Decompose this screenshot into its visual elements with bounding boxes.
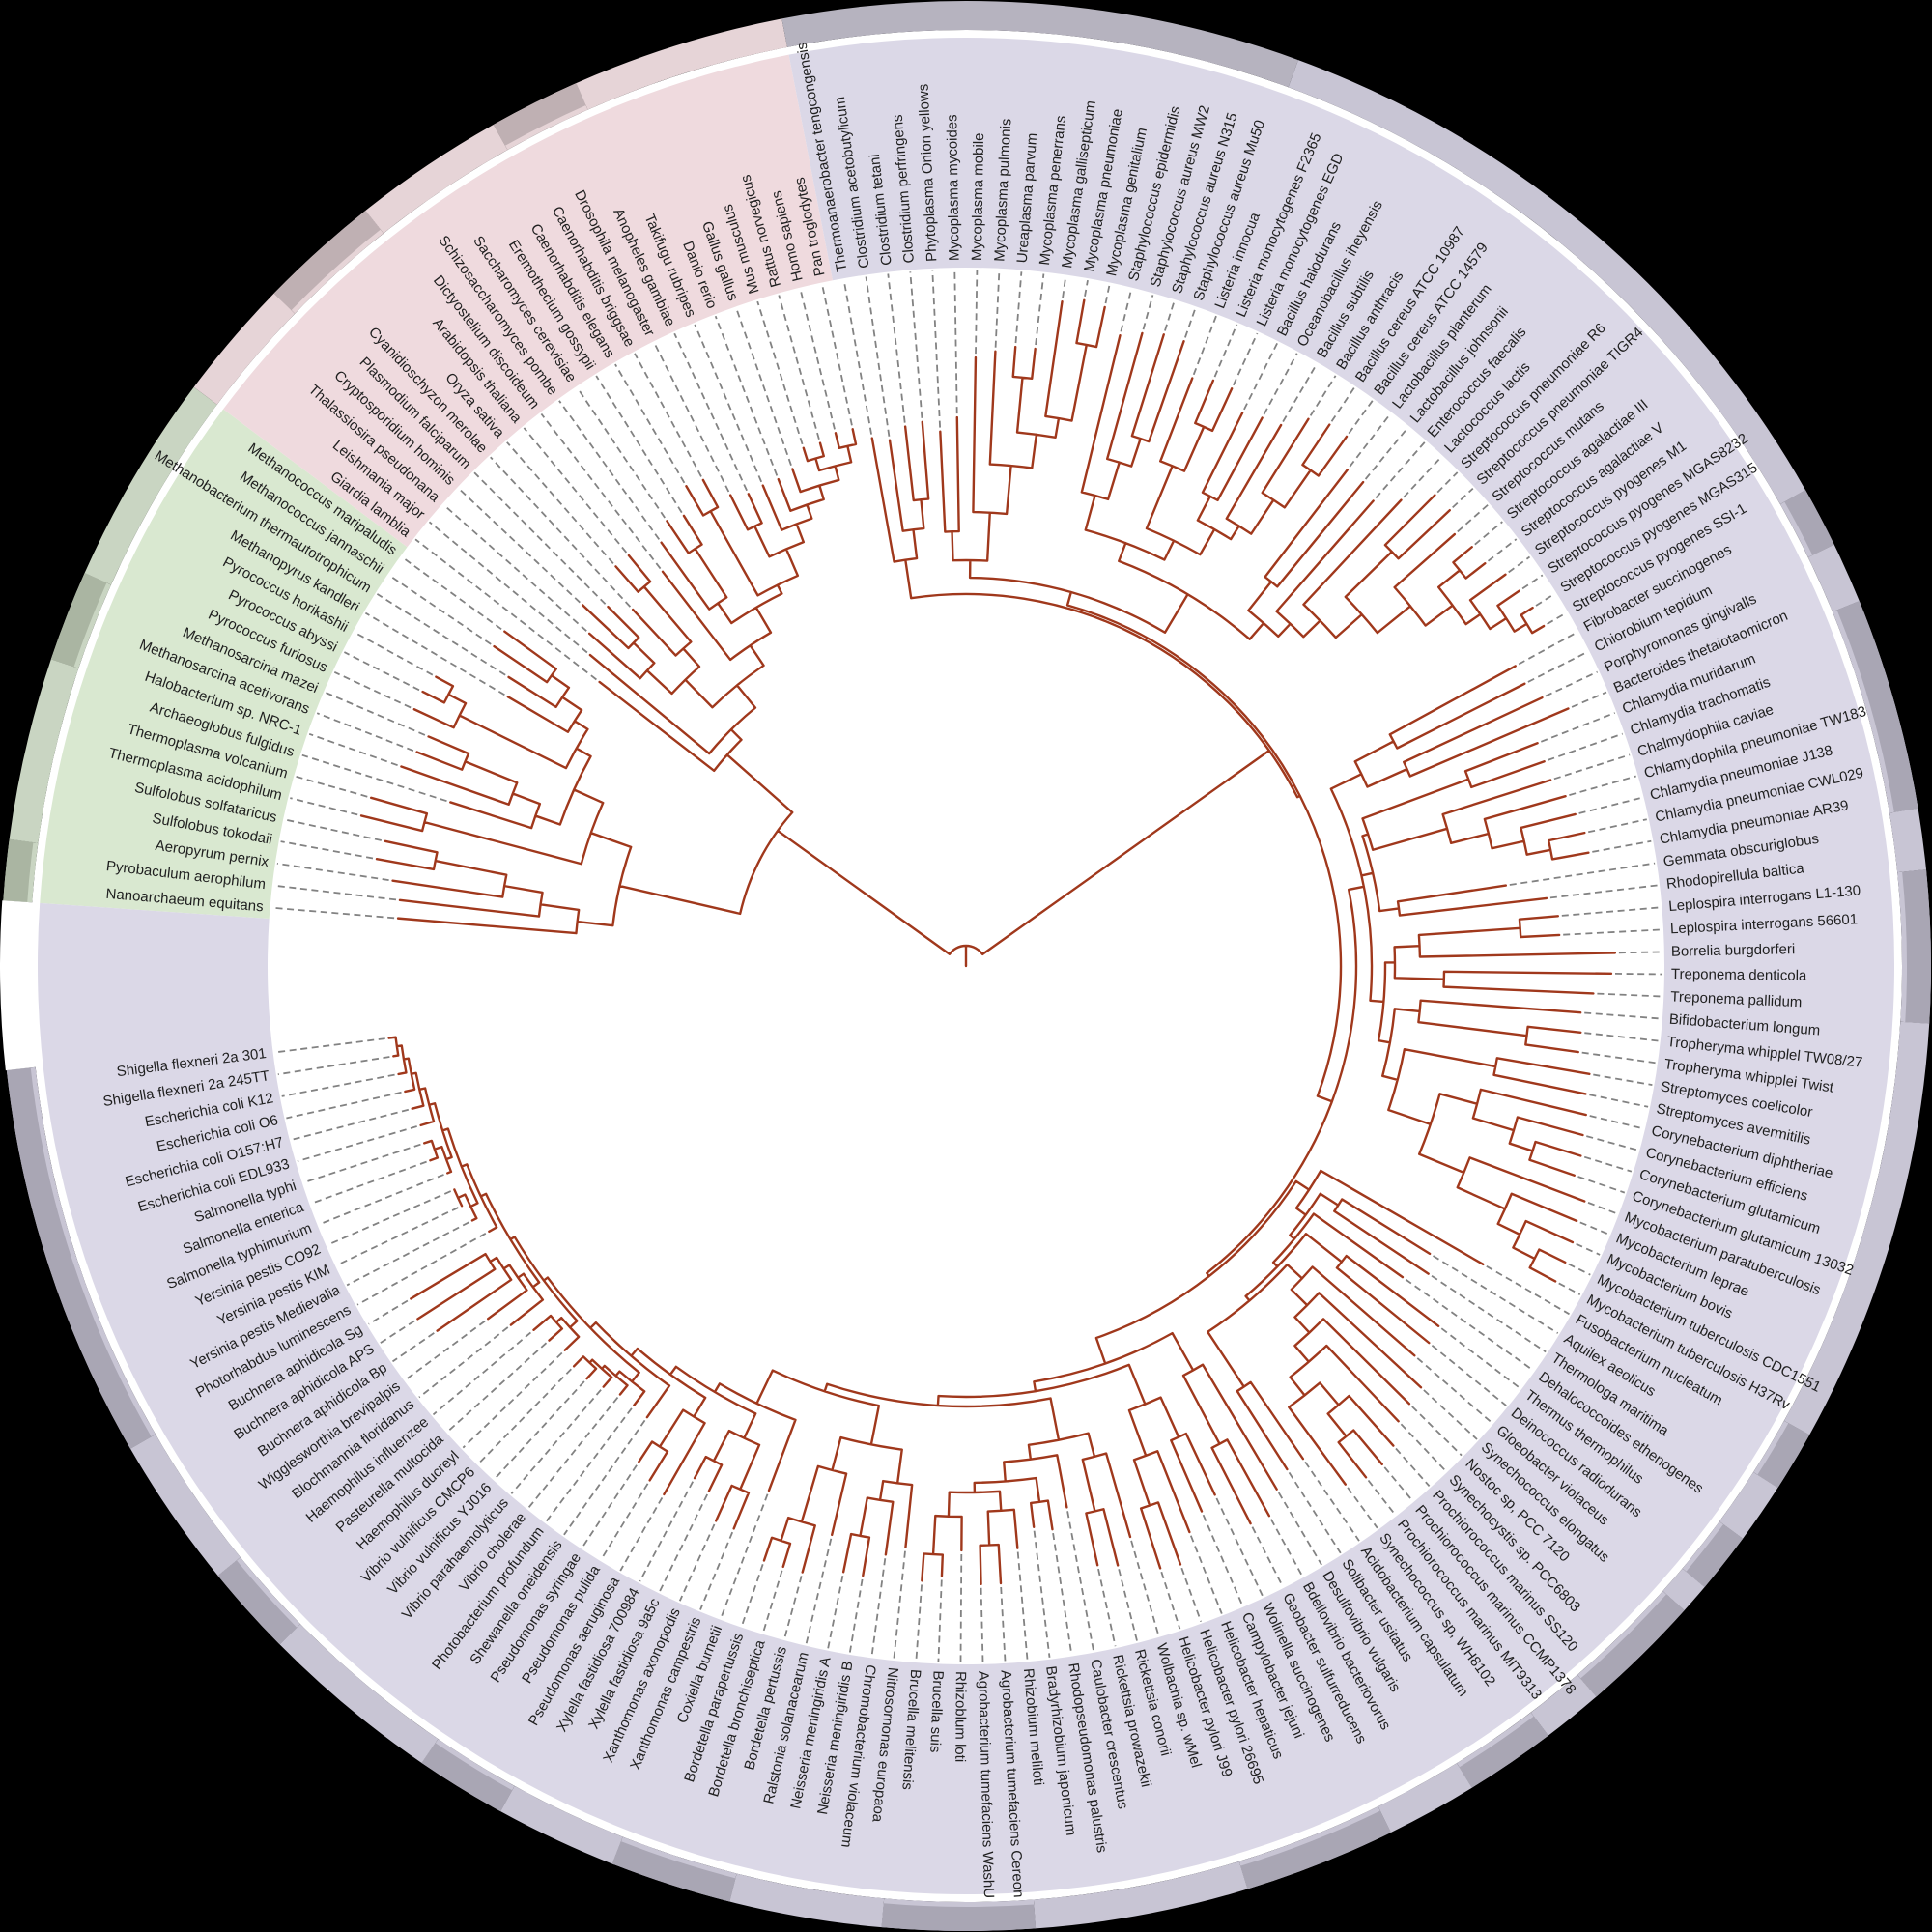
svg-text:Treponema pallidum: Treponema pallidum (1670, 988, 1803, 1010)
svg-text:Mycoplasma mobile: Mycoplasma mobile (969, 132, 987, 261)
svg-text:Agrobacterium tumefaciens Wash: Agrobacterium tumefaciens WashU (975, 1671, 997, 1899)
svg-text:Brucella suis: Brucella suis (926, 1670, 946, 1753)
svg-text:Rhizoblum loti: Rhizoblum loti (952, 1671, 969, 1762)
svg-text:Mycoplasma mycoides: Mycoplasma mycoides (944, 114, 962, 261)
svg-text:Treponema denticola: Treponema denticola (1671, 966, 1807, 984)
svg-text:Borrelia burgdorferi: Borrelia burgdorferi (1671, 941, 1796, 960)
